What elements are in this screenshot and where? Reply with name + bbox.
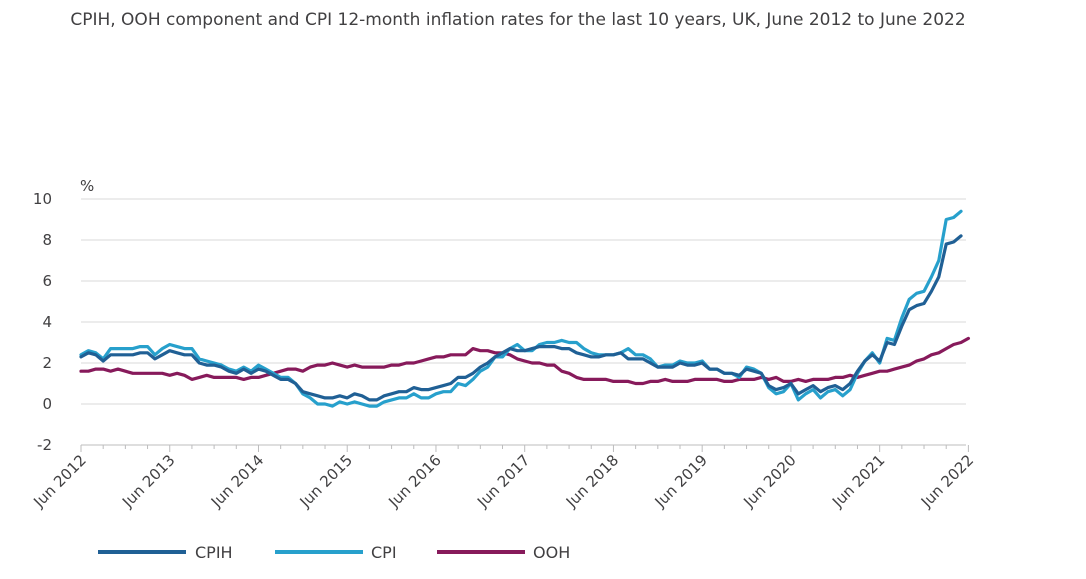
y-axis-unit-label: % [80,177,94,195]
chart-title: CPIH, OOH component and CPI 12-month inf… [70,10,966,30]
legend-label-ooh: OOH [533,543,570,562]
x-tick-label: Jun 2022 [917,451,977,511]
x-tick-label: Jun 2015 [296,451,356,511]
y-tick-label: 6 [42,272,52,290]
x-tick-label: Jun 2017 [473,451,533,511]
y-axis: % 10 8 6 4 2 0 -2 [33,177,94,454]
y-tick-label: 10 [33,190,52,208]
x-tick-label: Jun 2018 [562,451,622,511]
x-tick-label: Jun 2012 [29,451,89,511]
x-axis: Jun 2012 Jun 2013 Jun 2014 Jun 2015 Jun 2016… [29,445,977,511]
y-tick-label: 8 [42,231,52,249]
series-line-cpih [79,234,963,402]
y-tick-label: 4 [42,313,52,331]
x-tick-label: Jun 2016 [384,451,444,511]
series-lines [79,209,971,408]
legend-label-cpih: CPIH [195,543,233,562]
legend: CPIH CPI OOH [98,543,570,562]
series-line-cpi [79,209,963,408]
y-tick-label: 0 [42,395,52,413]
x-tick-label: Jun 2020 [739,451,799,511]
x-tick-label: Jun 2014 [207,451,267,511]
x-tick-label: Jun 2021 [828,451,888,511]
x-tick-label: Jun 2019 [651,451,711,511]
y-tick-label: 2 [42,354,52,372]
legend-label-cpi: CPI [371,543,397,562]
series-line-ooh [79,336,971,386]
y-tick-label: -2 [37,436,52,454]
x-tick-label: Jun 2013 [118,451,178,511]
gridlines [81,198,966,446]
